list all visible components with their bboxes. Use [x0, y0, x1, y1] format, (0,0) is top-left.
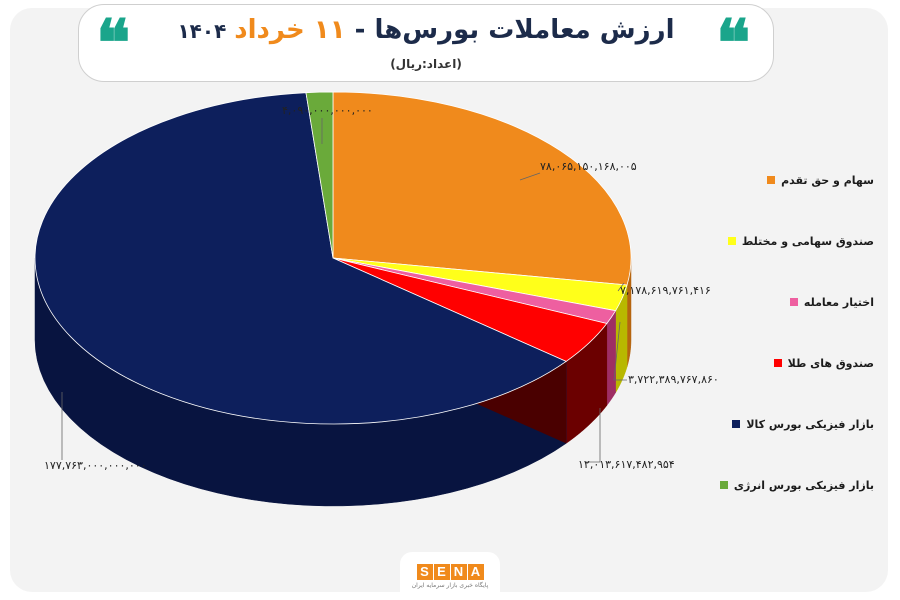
title-main: ارزش معاملات بورس‌ها -: [354, 15, 675, 45]
pie-slice-5: [305, 91, 334, 259]
legend-label: اختیار معامله: [803, 295, 874, 309]
quote-close-icon: ❝: [716, 6, 751, 81]
pie-tops: [34, 91, 632, 425]
pie-slice-0: [332, 91, 632, 286]
leader-line-2: [613, 321, 627, 381]
value-label-1: ۷,۱۷۸,۶۱۹,۷۶۱,۴۱۶: [620, 284, 711, 297]
logo-letter: E: [433, 564, 450, 580]
quote-open-icon: ❝: [96, 6, 131, 81]
title-box: ارزش معاملات بورس‌ها - ۱۱ خرداد ۱۴۰۴ (اعد…: [78, 4, 774, 82]
legend-swatch: [719, 481, 728, 489]
legend-swatch: [732, 420, 741, 428]
legend-swatch: [767, 176, 776, 184]
legend-label: سهام و حق تقدم: [781, 173, 874, 187]
legend-item: بازار فیزیکی بورس انرژی: [719, 475, 874, 495]
legend-item: صندوق سهامی و مختلط: [727, 231, 874, 251]
pie-slice-4: [34, 92, 567, 425]
legend-item: سهام و حق تقدم: [734, 170, 874, 190]
leader-line-1: [617, 282, 625, 292]
leader-line-0: [519, 172, 541, 181]
title-year: ۱۴۰۴: [177, 19, 227, 43]
value-label-4: ۱۷۷,۷۶۳,۰۰۰,۰۰۰,۰۰۰: [44, 459, 147, 472]
unit-subtitle: (اعداد:ریال): [390, 57, 462, 71]
legend-swatch: [773, 359, 782, 367]
pie-leader-lines: [61, 118, 627, 463]
title-day: ۱۱ خرداد: [234, 15, 346, 45]
logo-tagline: پایگاه خبری بازار سرمایه ایران: [411, 582, 489, 589]
legend-label: صندوق سهامی و مختلط: [741, 234, 874, 248]
legend-item: صندوق های طلا: [734, 353, 874, 373]
legend-item: بازار فیزیکی بورس کالا: [732, 414, 874, 434]
legend-label: صندوق های طلا: [787, 356, 874, 370]
value-label-0: ۷۸,۰۶۵,۱۵۰,۱۶۸,۰۰۵: [540, 160, 637, 173]
page-title: ارزش معاملات بورس‌ها - ۱۱ خرداد ۱۴۰۴: [79, 15, 773, 45]
legend-label: بازار فیزیکی بورس کالا: [746, 417, 874, 431]
legend-item: اختیار معامله: [734, 292, 874, 312]
logo-letter: A: [467, 564, 484, 580]
value-label-5: ۴,۰۹۰,۰۰۰,۰۰۰,۰۰۰: [282, 104, 373, 117]
legend-swatch: [727, 237, 736, 245]
leader-line-3: [586, 408, 601, 463]
value-label-3: ۱۲,۰۱۳,۶۱۷,۴۸۲,۹۵۴: [578, 458, 675, 471]
value-label-2: ۳,۷۲۲,۳۸۹,۷۶۷,۸۶۰: [628, 373, 719, 386]
legend-swatch: [789, 298, 798, 306]
legend-label: بازار فیزیکی بورس انرژی: [733, 478, 874, 492]
pie-side-2: [606, 309, 616, 407]
logo-letter: S: [416, 564, 433, 580]
logo-letter: N: [450, 564, 467, 580]
pie-value-labels: ۷۸,۰۶۵,۱۵۰,۱۶۸,۰۰۵ ۷,۱۷۸,۶۱۹,۷۶۱,۴۱۶ ۳,۷۲۲…: [44, 104, 719, 472]
